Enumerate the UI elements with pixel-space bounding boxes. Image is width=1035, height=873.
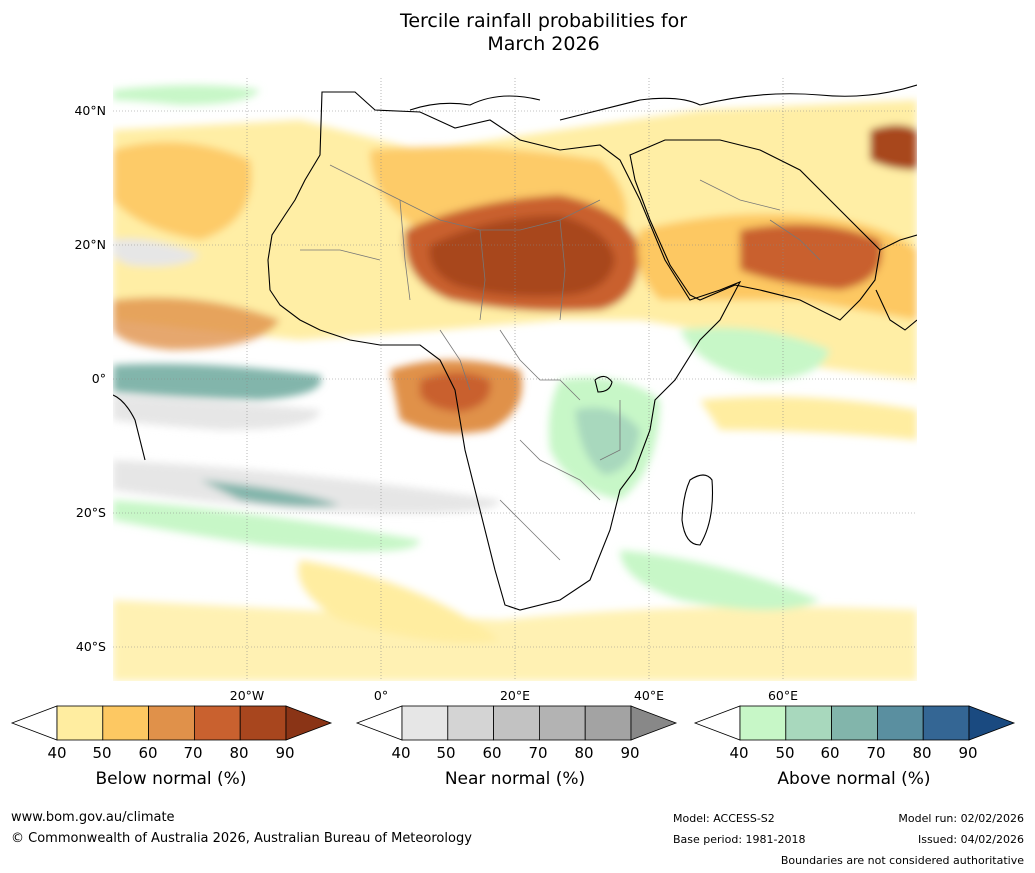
cbar-tick: 70 <box>528 744 548 762</box>
map-plot-area <box>113 78 917 681</box>
graticule <box>113 78 917 681</box>
colorbar-segment <box>447 705 494 741</box>
cbar-tick: 80 <box>912 744 932 762</box>
colorbar-segment <box>785 705 832 741</box>
legend-label-near-normal: Near normal (%) <box>444 769 586 789</box>
map-title: Tercile rainfall probabilities for March… <box>0 10 1035 56</box>
colorbar-segment <box>831 705 878 741</box>
colorbar-segment <box>193 705 241 741</box>
cbar-tick: 90 <box>958 744 978 762</box>
lat-label-20n: 20°N <box>74 237 106 252</box>
copyright-text: © Commonwealth of Australia 2026, Austra… <box>11 831 472 846</box>
cbar-tick: 50 <box>436 744 456 762</box>
lon-label-20e: 20°E <box>499 688 531 703</box>
disclaimer-text: Boundaries are not considered authoritat… <box>780 854 1024 867</box>
lat-label-40s: 40°S <box>75 639 106 654</box>
cbar-tick: 60 <box>138 744 158 762</box>
country-borders <box>300 164 821 561</box>
cbar-tick: 60 <box>482 744 502 762</box>
cbar-tick: 90 <box>620 744 640 762</box>
title-line-2: March 2026 <box>487 33 600 55</box>
lat-label-0: 0° <box>91 371 106 386</box>
cbar-tick: 80 <box>574 744 594 762</box>
cbar-tick: 40 <box>47 744 67 762</box>
colorbar-segment <box>922 705 970 741</box>
colorbar-segment <box>539 705 586 741</box>
colorbar-segment <box>102 705 150 741</box>
cbar-tick: 40 <box>391 744 411 762</box>
colorbar-segment <box>148 705 195 741</box>
colorbar-above-normal <box>693 705 1016 741</box>
lon-label-60e: 60°E <box>767 688 799 703</box>
cbar-tick: 80 <box>229 744 249 762</box>
colorbar-high-extension <box>630 705 678 741</box>
colorbar-segment <box>493 705 540 741</box>
issued-text: Issued: 04/02/2026 <box>917 833 1024 846</box>
cbar-tick: 60 <box>820 744 840 762</box>
colorbar-segment <box>739 705 787 741</box>
colorbar-low-extension <box>693 705 741 741</box>
colorbar-below-normal <box>10 705 333 741</box>
model-text: Model: ACCESS-S2 <box>673 812 775 825</box>
cbar-tick: 40 <box>729 744 749 762</box>
colorbar-segment <box>401 705 449 741</box>
title-line-1: Tercile rainfall probabilities for <box>399 10 688 32</box>
lon-label-0: 0° <box>373 688 389 703</box>
model-run-text: Model run: 02/02/2026 <box>898 812 1024 825</box>
colorbar-segment <box>239 705 287 741</box>
lon-label-20w: 20°W <box>229 688 265 703</box>
colorbar-segment <box>56 705 104 741</box>
colorbar-low-extension <box>10 705 58 741</box>
legend-label-above-normal: Above normal (%) <box>777 769 931 789</box>
lat-label-40n: 40°N <box>74 103 106 118</box>
colorbar-high-extension <box>285 705 333 741</box>
lat-label-20s: 20°S <box>75 505 106 520</box>
cbar-tick: 70 <box>183 744 203 762</box>
cbar-tick: 70 <box>866 744 886 762</box>
colorbar-near-normal <box>355 705 678 741</box>
website-link[interactable]: www.bom.gov.au/climate <box>11 810 175 825</box>
colorbar-high-extension <box>968 705 1016 741</box>
legend-label-below-normal: Below normal (%) <box>95 769 247 789</box>
cbar-tick: 90 <box>275 744 295 762</box>
colorbar-segment <box>877 705 924 741</box>
cbar-tick: 50 <box>775 744 795 762</box>
base-period-text: Base period: 1981-2018 <box>673 833 806 846</box>
colorbar-segment <box>584 705 632 741</box>
coastlines <box>113 84 917 611</box>
cbar-tick: 50 <box>92 744 112 762</box>
lon-label-40e: 40°E <box>633 688 665 703</box>
colorbar-low-extension <box>355 705 403 741</box>
